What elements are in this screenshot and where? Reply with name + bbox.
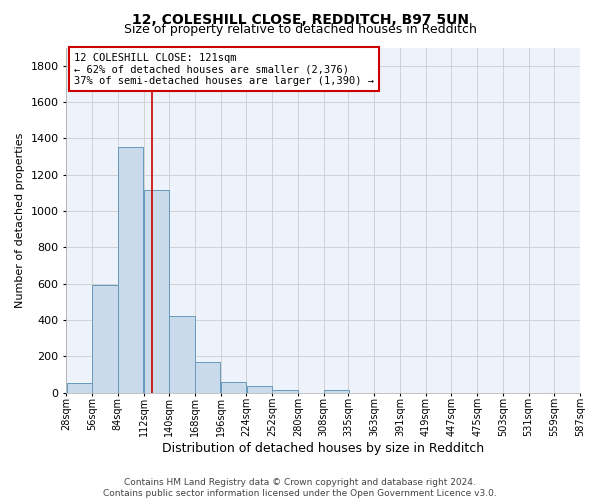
Text: Size of property relative to detached houses in Redditch: Size of property relative to detached ho…: [124, 22, 476, 36]
Text: 12 COLESHILL CLOSE: 121sqm
← 62% of detached houses are smaller (2,376)
37% of s: 12 COLESHILL CLOSE: 121sqm ← 62% of deta…: [74, 52, 374, 86]
Bar: [67, 383, 92, 393]
X-axis label: Distribution of detached houses by size in Redditch: Distribution of detached houses by size …: [162, 442, 484, 455]
Text: Contains HM Land Registry data © Crown copyright and database right 2024.
Contai: Contains HM Land Registry data © Crown c…: [103, 478, 497, 498]
Bar: [144, 190, 169, 393]
Bar: [221, 382, 246, 393]
Y-axis label: Number of detached properties: Number of detached properties: [15, 132, 25, 308]
Bar: [272, 390, 298, 393]
Bar: [247, 386, 272, 393]
Bar: [118, 148, 143, 393]
Bar: [324, 390, 349, 393]
Bar: [195, 362, 220, 393]
Text: 12, COLESHILL CLOSE, REDDITCH, B97 5UN: 12, COLESHILL CLOSE, REDDITCH, B97 5UN: [131, 12, 469, 26]
Bar: [169, 316, 195, 393]
Bar: [92, 284, 118, 393]
